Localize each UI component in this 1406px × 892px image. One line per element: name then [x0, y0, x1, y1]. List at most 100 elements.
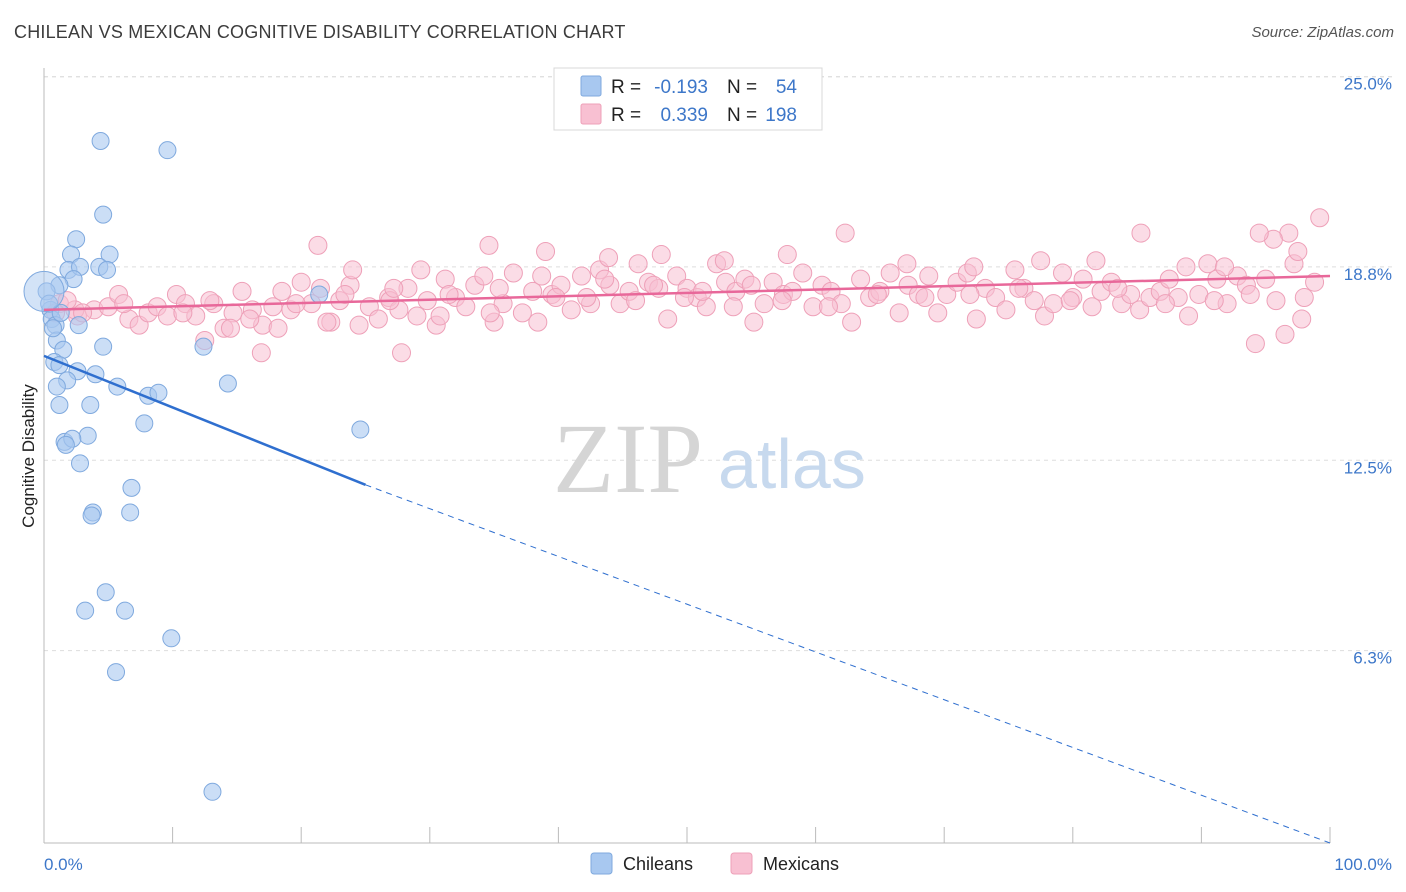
- point-mexicans: [411, 260, 431, 280]
- point-mexicans: [1245, 334, 1265, 354]
- point-mexicans: [572, 266, 592, 286]
- bottom-legend-label-chileans: Chileans: [623, 854, 693, 874]
- point-mexicans: [915, 288, 935, 308]
- point-mexicans: [489, 278, 509, 298]
- point-mexicans: [867, 284, 887, 304]
- point-mexicans: [251, 343, 271, 363]
- point-chileans: [96, 583, 115, 602]
- point-mexicans: [1031, 251, 1051, 271]
- point-chileans: [56, 435, 75, 454]
- point-mexicans: [667, 266, 687, 286]
- point-mexicans: [349, 315, 369, 335]
- point-chileans: [44, 319, 63, 338]
- point-chileans: [203, 782, 222, 801]
- y-tick-label: 6.3%: [1353, 649, 1392, 668]
- point-chileans: [81, 395, 100, 414]
- point-chileans: [78, 426, 97, 445]
- point-chileans: [91, 131, 110, 150]
- point-mexicans: [599, 248, 619, 268]
- point-mexicans: [1009, 278, 1029, 298]
- point-mexicans: [744, 312, 764, 332]
- legend-r-label: R =: [611, 105, 641, 126]
- point-mexicans: [503, 263, 523, 283]
- point-mexicans: [392, 343, 412, 363]
- series-mexicans: [46, 208, 1330, 363]
- legend-n-label: N =: [727, 77, 757, 98]
- point-mexicans: [644, 275, 664, 295]
- point-mexicans: [439, 284, 459, 304]
- y-tick-label: 25.0%: [1344, 75, 1392, 94]
- y-tick-labels: 25.0% 18.8% 12.5% 6.3%: [1344, 75, 1392, 668]
- point-chileans: [107, 663, 126, 682]
- watermark: ZIP atlas: [553, 403, 866, 514]
- point-mexicans: [474, 266, 494, 286]
- point-mexicans: [268, 318, 288, 338]
- point-mexicans: [561, 300, 581, 320]
- point-mexicans: [628, 254, 648, 274]
- point-mexicans: [343, 260, 363, 280]
- point-mexicans: [240, 309, 260, 329]
- point-mexicans: [308, 235, 328, 255]
- point-mexicans: [1204, 291, 1224, 311]
- legend-n-value-mexicans: 198: [765, 105, 797, 126]
- point-chileans: [67, 230, 86, 249]
- point-chileans: [50, 395, 69, 414]
- point-mexicans: [1288, 241, 1308, 261]
- point-mexicans: [1240, 284, 1260, 304]
- point-mexicans: [317, 312, 337, 332]
- watermark-zip: ZIP: [553, 403, 703, 514]
- point-chileans-large: [23, 270, 65, 312]
- point-mexicans: [173, 303, 193, 323]
- point-mexicans: [532, 266, 552, 286]
- point-mexicans: [658, 309, 678, 329]
- point-mexicans: [1275, 324, 1295, 344]
- legend-r-label: R =: [611, 77, 641, 98]
- x-tick-labels: 0.0% 100.0%: [44, 855, 1392, 874]
- point-mexicans: [851, 269, 871, 289]
- source-label: Source: ZipAtlas.com: [1251, 24, 1394, 41]
- point-mexicans: [1044, 294, 1064, 314]
- bottom-legend-label-mexicans: Mexicans: [763, 854, 839, 874]
- point-mexicans: [577, 288, 597, 308]
- point-mexicans: [723, 297, 743, 317]
- point-mexicans: [263, 297, 283, 317]
- point-chileans: [135, 414, 154, 433]
- bottom-legend-swatch-chileans: [590, 852, 613, 875]
- point-mexicans: [1294, 288, 1314, 308]
- point-mexicans: [1292, 309, 1312, 329]
- y-tick-label: 12.5%: [1344, 458, 1392, 477]
- point-mexicans: [1176, 257, 1196, 277]
- point-chileans: [94, 337, 113, 356]
- point-mexicans: [456, 297, 476, 317]
- point-mexicans: [772, 291, 792, 311]
- legend-swatch-chileans: [580, 75, 602, 97]
- point-mexicans: [835, 223, 855, 243]
- point-mexicans: [595, 269, 615, 289]
- point-chileans: [47, 377, 66, 396]
- point-mexicans: [114, 294, 134, 314]
- point-mexicans: [777, 245, 797, 265]
- grid-lines: [44, 76, 1394, 652]
- point-mexicans: [626, 291, 646, 311]
- point-mexicans: [1060, 291, 1080, 311]
- point-mexicans: [960, 284, 980, 304]
- point-chileans: [98, 260, 117, 279]
- y-tick-label: 18.8%: [1344, 265, 1392, 284]
- point-chileans: [121, 503, 140, 522]
- point-mexicans: [1310, 208, 1330, 228]
- point-mexicans: [880, 263, 900, 283]
- point-mexicans: [512, 303, 532, 323]
- point-mexicans: [220, 318, 240, 338]
- series-chileans: [23, 131, 370, 801]
- point-chileans: [69, 316, 88, 335]
- point-mexicans: [291, 272, 311, 292]
- point-mexicans: [368, 309, 388, 329]
- point-chileans: [351, 420, 370, 439]
- y-axis-label: Cognitive Disability: [19, 384, 38, 528]
- point-mexicans: [897, 254, 917, 274]
- axes: [43, 68, 1331, 844]
- bottom-legend: Chileans Mexicans: [590, 852, 839, 875]
- point-mexicans: [1131, 223, 1151, 243]
- point-mexicans: [1082, 297, 1102, 317]
